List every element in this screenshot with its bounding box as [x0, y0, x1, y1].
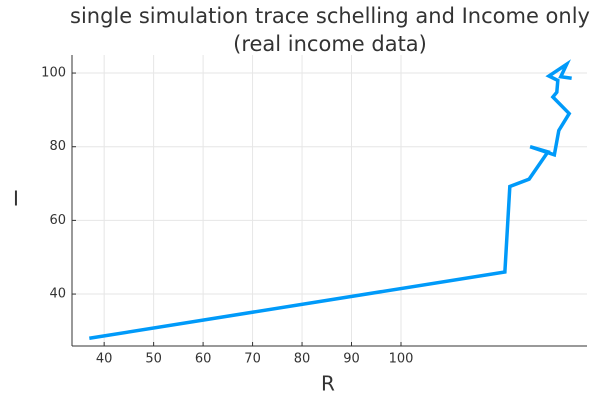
- y-tick-label: 60: [49, 213, 66, 228]
- x-tick-label: 90: [343, 352, 360, 367]
- chart-title: (real income data): [233, 32, 427, 56]
- y-tick-label: 100: [41, 66, 66, 81]
- x-tick-label: 80: [294, 352, 311, 367]
- x-tick-label: 100: [389, 352, 414, 367]
- x-tick-label: 70: [244, 352, 261, 367]
- x-tick-label: 40: [96, 352, 113, 367]
- y-axis-label: I: [13, 187, 19, 211]
- data-line: [89, 59, 572, 340]
- y-tick-label: 80: [49, 139, 66, 154]
- chart-title: single simulation trace schelling and In…: [70, 4, 590, 28]
- x-axis-label: R: [321, 372, 335, 396]
- y-tick-label: 40: [49, 287, 66, 302]
- x-tick-label: 50: [145, 352, 162, 367]
- x-tick-label: 60: [195, 352, 212, 367]
